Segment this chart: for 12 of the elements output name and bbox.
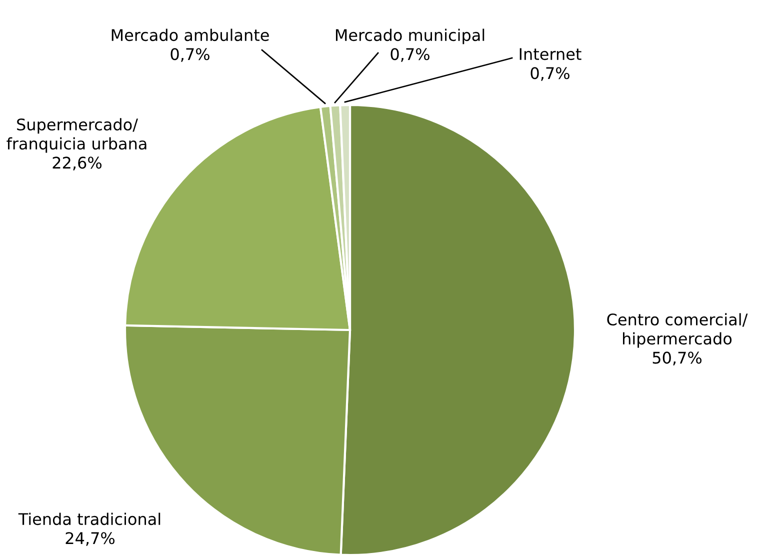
slice-label: Tienda tradicional (18, 512, 160, 526)
data-label: 0,7% (170, 48, 210, 62)
slice-label: Supermercado/ franquicia urbana (6, 118, 146, 153)
slice-label: Centro comercial/ hipermercado (607, 313, 748, 348)
data-label: 24,7% (66, 532, 114, 546)
slice-label: Mercado ambulante (112, 28, 269, 42)
data-label: 0,7% (530, 67, 570, 81)
data-label: 50,7% (652, 352, 702, 366)
slice-label: Internet (520, 48, 582, 60)
data-label: 0,7% (390, 48, 430, 62)
slice-label: Mercado municipal (336, 28, 484, 44)
data-label: 22,6% (52, 156, 102, 170)
